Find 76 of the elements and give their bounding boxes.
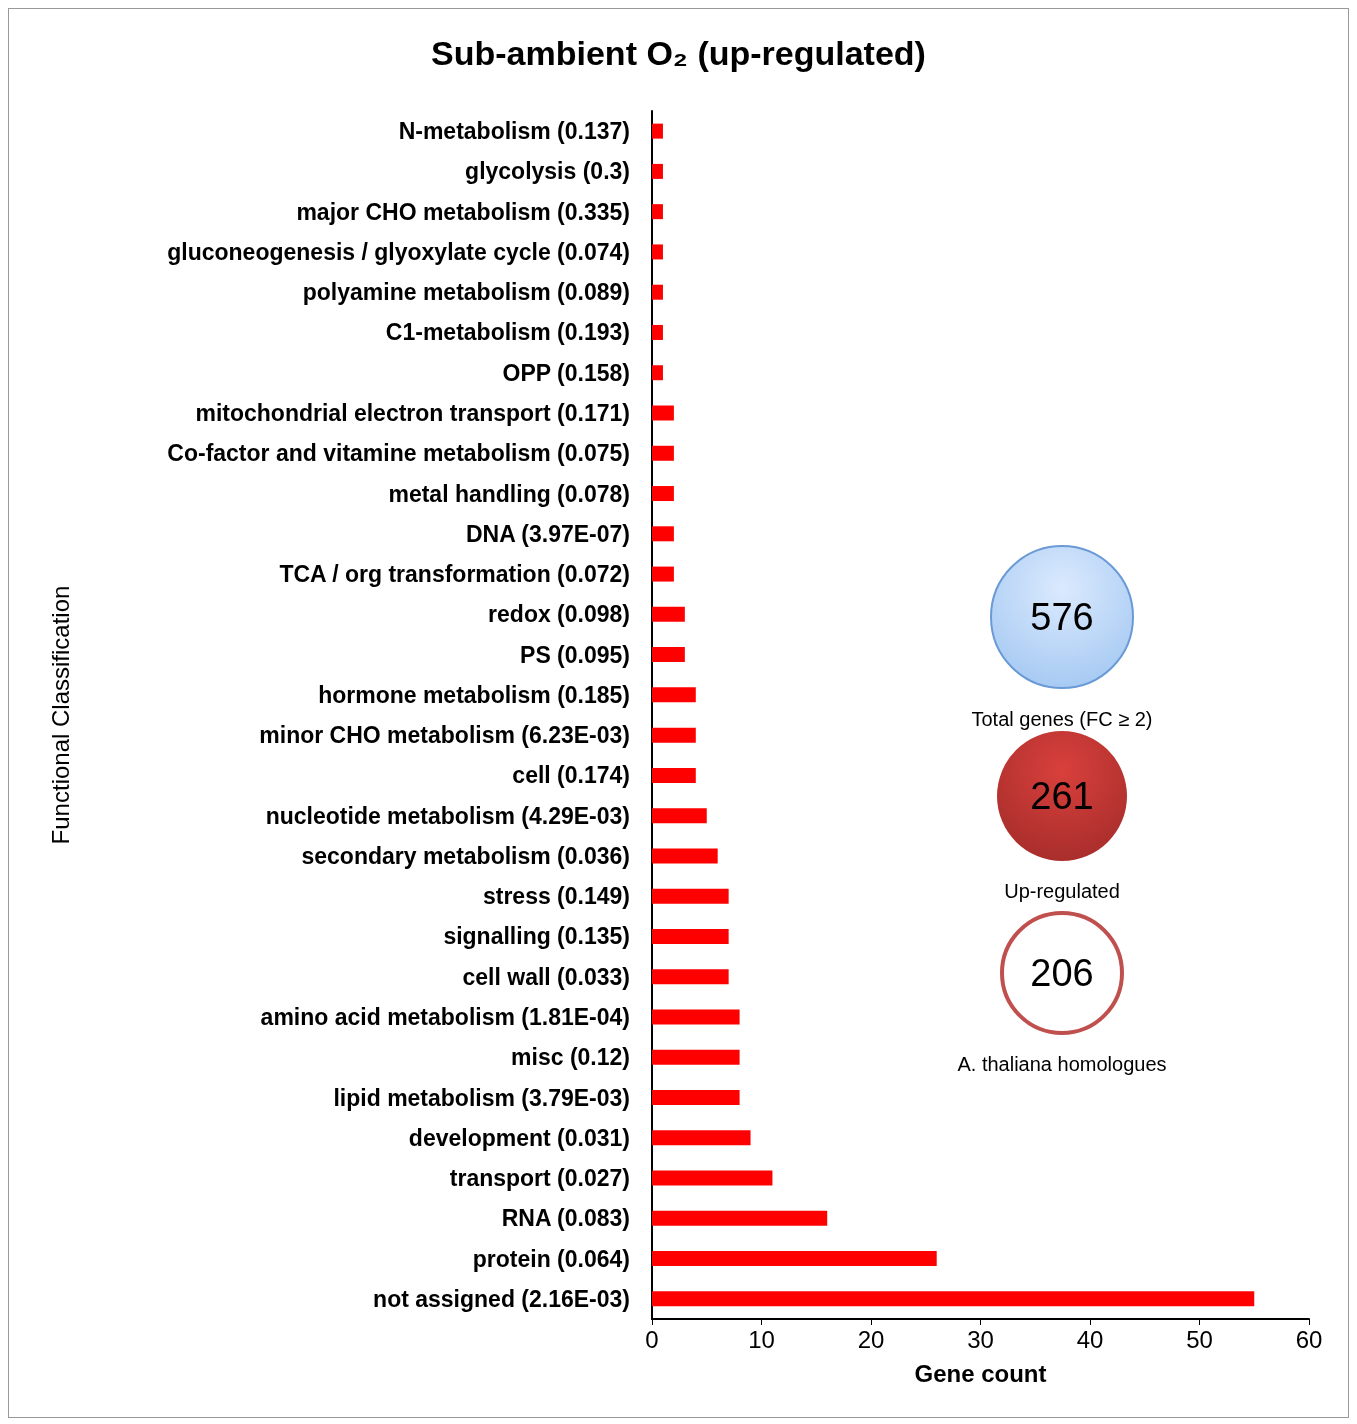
annotation: 576 [1029,595,1095,639]
y-tick-label: minor CHO metabolism (6.23E-03) [259,722,630,749]
y-tick-label: lipid metabolism (3.79E-03) [333,1084,630,1111]
bar [652,244,663,260]
x-tick-label: 40 [1076,1325,1104,1353]
x-tick-label: 20 [857,1325,885,1353]
bar [652,928,729,944]
y-tick-label: PS (0.095) [520,641,630,668]
bar [652,163,663,179]
y-tick-label: N-metabolism (0.137) [398,118,630,145]
y-tick-label: metal handling (0.078) [388,480,630,507]
bar [652,526,674,542]
bar [652,1049,740,1065]
bar [652,365,663,381]
y-tick-label: major CHO metabolism (0.335) [296,198,630,225]
x-tick-label: 30 [967,1325,994,1353]
y-tick-label: glycolysis (0.3) [465,158,630,185]
y-tick-label: mitochondrial electron transport (0.171) [195,400,630,426]
x-tick-label: 10 [748,1325,775,1353]
annotation: Total genes (FC ≥ 2) [970,707,1154,731]
bar [652,204,663,220]
x-axis-title: Gene count [914,1359,1047,1387]
bar [652,848,718,864]
annotation: A. thaliana homologues [956,1052,1168,1076]
y-tick-label: not assigned (2.16E-03) [373,1285,630,1312]
bar [652,1090,740,1106]
bar [652,486,674,502]
bar [652,405,674,421]
y-tick-label: signalling (0.135) [443,923,630,950]
y-tick-label: development (0.031) [408,1124,630,1151]
bar [652,123,663,139]
chart-title: Sub-ambient O₂ (up-regulated) [431,34,926,72]
bar [652,1130,751,1146]
bar [652,445,674,461]
y-tick-label: secondary metabolism (0.036) [301,842,630,869]
y-tick-label: DNA (3.97E-07) [465,520,630,547]
bar [652,566,674,582]
y-tick-label: amino acid metabolism (1.81E-04) [260,1004,630,1030]
annotation: 206 [1029,951,1095,995]
y-tick-label: cell wall (0.033) [462,963,630,990]
y-tick-label: nucleotide metabolism (4.29E-03) [265,802,630,829]
y-tick-label: stress (0.149) [482,883,630,910]
y-axis-title: Functional Classification [46,585,74,845]
bar [652,767,696,783]
y-tick-label: C1-metabolism (0.193) [385,319,630,346]
annotation: 261 [1029,774,1095,818]
x-tick-label: 50 [1186,1325,1213,1353]
y-tick-label: Co-factor and vitamine metabolism (0.075) [167,440,630,467]
bar [652,606,685,622]
y-tick-label: transport (0.027) [449,1165,630,1192]
y-tick-label: RNA (0.083) [501,1205,630,1232]
bar [652,284,663,300]
annotation: Up-regulated [1003,879,1121,903]
y-tick-label: redox (0.098) [488,601,630,628]
y-tick-label: hormone metabolism (0.185) [318,681,630,708]
x-tick-label: 60 [1295,1325,1323,1353]
y-tick-label: OPP (0.158) [502,359,630,386]
bar [652,969,729,985]
bar [652,808,707,824]
bar [652,1210,828,1226]
bar [652,1291,1255,1307]
y-tick-label: polyamine metabolism (0.089) [302,279,630,306]
bar [652,1251,937,1267]
bar [652,324,663,340]
y-tick-label: cell (0.174) [512,762,630,789]
bar [652,687,696,703]
y-tick-label: misc (0.12) [511,1044,630,1071]
x-tick-label: 0 [645,1325,659,1353]
bar [652,647,685,663]
bar [652,727,696,743]
y-tick-label: gluconeogenesis / glyoxylate cycle (0.074) [167,238,630,265]
bar [652,1009,740,1025]
y-tick-label: TCA / org transformation (0.072) [279,561,630,588]
bar [652,1170,773,1186]
y-tick-label: protein (0.064) [472,1245,630,1272]
bar [652,888,729,904]
